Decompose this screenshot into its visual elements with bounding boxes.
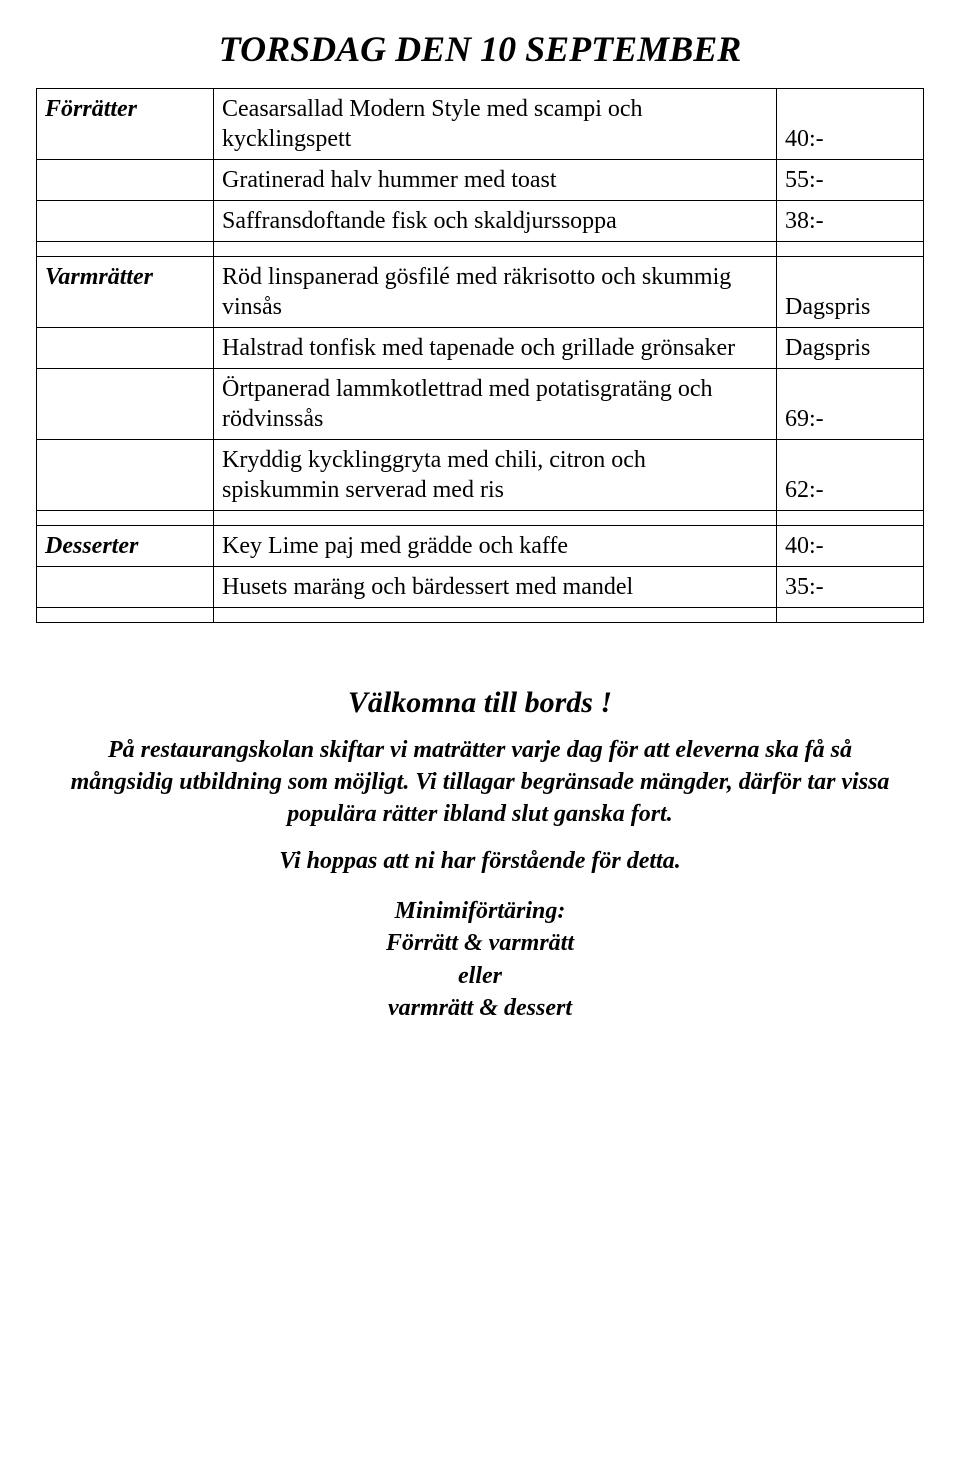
dish-name: Key Lime paj med grädde och kaffe [214,526,777,567]
minimum-line1: Förrätt & varmrätt [36,927,924,959]
dish-price: 69:- [777,369,924,440]
welcome-heading: Välkomna till bords ! [36,683,924,724]
category-varmratter: Varmrätter [37,257,214,328]
dish-price: 38:- [777,201,924,242]
table-row: Varmrätter Röd linspanerad gösfilé med r… [37,257,924,328]
dish-name: Halstrad tonfisk med tapenade och grilla… [214,328,777,369]
page-title: TORSDAG DEN 10 SEPTEMBER [36,28,924,70]
dish-name: Saffransdoftande fisk och skaldjurssoppa [214,201,777,242]
dish-price: 40:- [777,89,924,160]
table-row: Gratinerad halv hummer med toast 55:- [37,160,924,201]
minimum-line3: varmrätt & dessert [36,992,924,1024]
footer-paragraph: På restaurangskolan skiftar vi maträtter… [36,734,924,831]
dish-price: 40:- [777,526,924,567]
category-cell-empty [37,369,214,440]
empty-row [37,608,924,623]
category-cell-empty [37,567,214,608]
table-row: Kryddig kycklinggryta med chili, citron … [37,440,924,511]
dish-name: Kryddig kycklinggryta med chili, citron … [214,440,777,511]
category-cell-empty [37,440,214,511]
dish-price: Dagspris [777,328,924,369]
dish-name: Ceasarsallad Modern Style med scampi och… [214,89,777,160]
empty-row [37,511,924,526]
table-row: Saffransdoftande fisk och skaldjurssoppa… [37,201,924,242]
category-cell-empty [37,160,214,201]
footer-block: Välkomna till bords ! På restaurangskola… [36,683,924,1025]
dish-name: Örtpanerad lammkotlettrad med potatisgra… [214,369,777,440]
category-cell-empty [37,201,214,242]
footer-hope: Vi hoppas att ni har förstående för dett… [36,845,924,877]
category-cell-empty [37,328,214,369]
dish-price: 62:- [777,440,924,511]
table-row: Halstrad tonfisk med tapenade och grilla… [37,328,924,369]
menu-table: Förrätter Ceasarsallad Modern Style med … [36,88,924,623]
minimum-block: Minimiförtäring: Förrätt & varmrätt elle… [36,895,924,1025]
dish-name: Husets maräng och bärdessert med mandel [214,567,777,608]
dish-price: 55:- [777,160,924,201]
minimum-line2: eller [36,960,924,992]
dish-name: Gratinerad halv hummer med toast [214,160,777,201]
table-row: Förrätter Ceasarsallad Modern Style med … [37,89,924,160]
table-row: Husets maräng och bärdessert med mandel … [37,567,924,608]
dish-name: Röd linspanerad gösfilé med räkrisotto o… [214,257,777,328]
dish-price: Dagspris [777,257,924,328]
minimum-heading: Minimiförtäring: [36,895,924,927]
dish-price: 35:- [777,567,924,608]
empty-row [37,242,924,257]
category-desserter: Desserter [37,526,214,567]
table-row: Örtpanerad lammkotlettrad med potatisgra… [37,369,924,440]
table-row: Desserter Key Lime paj med grädde och ka… [37,526,924,567]
category-forratter: Förrätter [37,89,214,160]
